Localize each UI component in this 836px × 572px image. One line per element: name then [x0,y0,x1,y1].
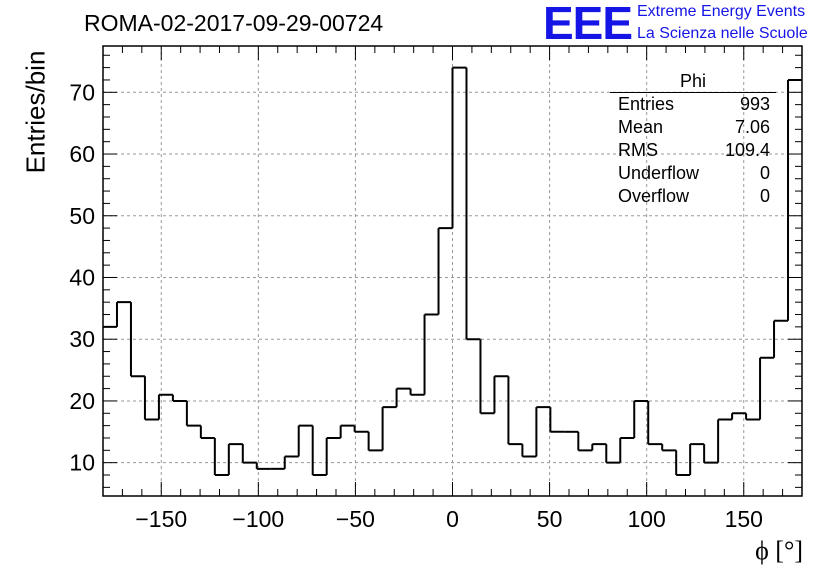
histogram-bin [465,67,481,341]
histogram-bin [241,444,257,464]
histogram-bin [451,66,467,229]
histogram-bin [759,356,775,420]
stats-row-mean: Mean 7.06 [610,116,776,139]
x-tick-label: 100 [627,506,665,532]
histogram-bin [787,78,802,321]
histogram-bin [395,387,411,408]
histogram-bin [409,388,425,396]
histogram-bin [731,412,747,420]
y-tick-label: 10 [69,450,95,476]
x-tick-label: 150 [725,506,763,532]
histogram-bin [129,302,145,378]
histogram-bin [521,444,537,458]
histogram-bin [689,443,705,476]
histogram-bin [773,319,789,358]
histogram-bin [171,394,187,402]
histogram-bin [535,406,551,457]
histogram-bin [661,444,677,452]
stats-value: 0 [759,186,770,206]
histogram-bin [143,376,159,421]
histogram-bin [325,436,341,476]
histogram-bin [213,437,229,477]
histogram-bin [283,455,299,469]
y-axis-label: Entries/bin [20,50,51,174]
y-tick-label: 20 [69,388,95,414]
x-tick-label: −50 [336,506,375,532]
stats-value: 993 [739,94,770,114]
chart-title: ROMA-02-2017-09-29-00724 [84,10,384,36]
histogram-bin [115,301,131,327]
y-tick-label: 70 [69,79,95,105]
stats-label: Mean [618,117,664,137]
histogram-bin [227,443,243,476]
y-tick-label: 50 [69,203,95,229]
histogram-bin [311,425,327,477]
stats-box: Phi Entries 993 Mean 7.06 RMS 109.4 Unde… [610,70,776,208]
histogram-bin [745,413,761,421]
x-tick-label: −150 [135,506,187,532]
stats-value: 109.4 [724,140,770,160]
histogram-bin [619,436,635,463]
x-tick-label: −100 [232,506,284,532]
stats-label: Underflow [618,163,700,183]
stats-row-underflow: Underflow 0 [610,162,776,185]
x-tick-label: 50 [537,506,563,532]
logo-line-2: La Scienza nelle Scuole [637,25,808,42]
histogram-bin [255,462,271,470]
x-axis-label: ϕ [°] [755,536,803,565]
stats-value: 7.06 [734,117,770,137]
x-tick-label: 0 [446,506,459,532]
axes: −150 −100 −50 0 50 100 150 10 20 30 40 50 60 70 [69,45,803,532]
histogram-bin [437,227,453,315]
histogram-bin [549,407,565,433]
stats-label: RMS [618,140,658,160]
eee-logo: EEE [543,0,633,49]
histogram-bin [199,425,215,439]
stats-row-rms: RMS 109.4 [610,139,776,162]
y-tick-label: 40 [69,264,95,290]
histogram-bin [381,406,397,451]
stats-label: Entries [618,94,675,114]
histogram-bin [703,444,719,464]
histogram-bin [647,400,663,446]
histogram-bin [297,424,313,457]
stats-label: Overflow [618,186,690,206]
logo-line-1: Extreme Energy Events [637,3,806,20]
y-tick-label: 30 [69,326,95,352]
histogram-bin [577,431,593,452]
histogram-series [103,66,802,477]
histogram-bin [507,376,523,446]
stats-title: Phi [610,70,776,93]
histogram-bin [185,400,201,427]
histogram-bin [633,399,649,438]
histogram-bin [717,418,733,463]
histogram-bin [591,443,607,451]
y-tick-label: 60 [69,141,95,167]
histogram-bin [605,444,621,464]
histogram-bin [367,431,383,452]
histogram-bin [479,339,495,415]
histogram-bin [157,393,173,420]
stats-value: 0 [759,163,770,183]
stats-row-entries: Entries 993 [610,93,776,116]
stats-row-overflow: Overflow 0 [610,185,776,208]
histogram-bin [493,375,509,414]
histogram-bin [353,425,369,433]
histogram-bin [675,450,691,477]
histogram-bin [339,424,355,438]
histogram-bin [423,313,439,395]
